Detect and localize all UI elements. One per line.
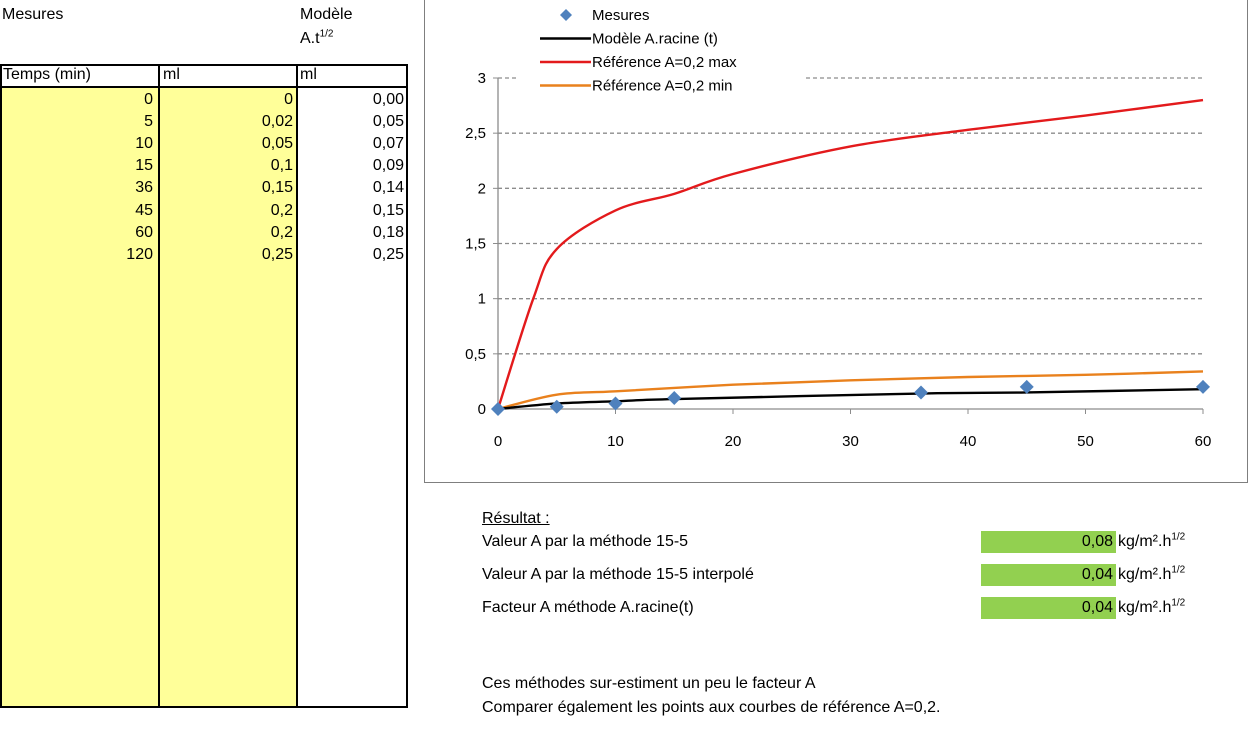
table-top-border bbox=[0, 64, 408, 66]
cell-ml[interactable]: 0,25 bbox=[261, 245, 293, 263]
cell-ml[interactable]: 0,15 bbox=[261, 179, 293, 197]
cell-modele: 0,00 bbox=[372, 91, 404, 108]
cell-modele: 0,15 bbox=[372, 201, 404, 219]
cell-modele: 0,07 bbox=[372, 135, 404, 153]
table-border bbox=[158, 65, 160, 708]
line-chart: 00,511,522,530 10 20 30 40 50 60MesuresModèle … bbox=[465, 1, 1212, 450]
mesures-title: Mesures bbox=[2, 6, 64, 23]
result-unit: kg/m².h1/2 bbox=[1118, 564, 1186, 583]
cell-ml[interactable]: 0 bbox=[284, 91, 293, 108]
measurement-table: Mesures Modèle A.t1/2 Temps (min) ml ml … bbox=[0, 0, 420, 735]
result-value-cell bbox=[981, 597, 1116, 619]
x-tick-label: 50 bbox=[1077, 433, 1094, 450]
data-point bbox=[1196, 379, 1210, 394]
note-overestimate: Ces méthodes sur-estiment un peu le fact… bbox=[482, 675, 816, 692]
cell-modele: 0,18 bbox=[372, 223, 404, 241]
legend-label: Référence A=0,2 max bbox=[592, 54, 737, 71]
header-temps: Temps (min) bbox=[3, 66, 92, 83]
legend-label: Mesures bbox=[592, 7, 650, 24]
table-bottom-border bbox=[0, 706, 408, 708]
cell-temps[interactable]: 0 bbox=[144, 91, 153, 108]
cell-modele: 0,14 bbox=[372, 179, 404, 197]
x-tick-label: 10 bbox=[607, 433, 624, 450]
data-point bbox=[549, 399, 564, 414]
cell-temps[interactable]: 15 bbox=[135, 157, 153, 175]
result-value-cell bbox=[981, 531, 1116, 553]
x-tick-label: 60 bbox=[1195, 433, 1212, 450]
cell-modele: 0,09 bbox=[372, 157, 404, 175]
legend-label: Modèle A.racine (t) bbox=[592, 31, 718, 48]
x-tick-label: 0 bbox=[494, 433, 502, 450]
cell-temps[interactable]: 5 bbox=[144, 113, 153, 131]
header-ml: ml bbox=[163, 66, 180, 83]
data-point bbox=[667, 390, 682, 405]
x-tick-label: 40 bbox=[960, 433, 977, 450]
y-tick-label: 3 bbox=[478, 70, 486, 87]
cell-ml[interactable]: 0,2 bbox=[270, 201, 293, 219]
cell-modele: 0,25 bbox=[372, 245, 404, 263]
result-value: 0,04 bbox=[1081, 566, 1113, 583]
result-unit: kg/m².h1/2 bbox=[1118, 531, 1186, 550]
result-label: Valeur A par la méthode 15-5 interpolé bbox=[482, 566, 754, 583]
series-line bbox=[496, 98, 1204, 410]
cell-ml[interactable]: 0,05 bbox=[261, 135, 293, 153]
header-modele-ml: ml bbox=[300, 66, 317, 83]
data-point bbox=[608, 396, 623, 411]
cell-temps[interactable]: 10 bbox=[135, 135, 153, 153]
table-border bbox=[0, 65, 2, 708]
x-tick-label: 30 bbox=[842, 433, 859, 450]
cell-ml[interactable]: 0,2 bbox=[270, 223, 293, 241]
data-point bbox=[491, 402, 505, 416]
modele-title: Modèle bbox=[300, 6, 353, 23]
result-label: Facteur A méthode A.racine(t) bbox=[482, 599, 694, 616]
result-unit: kg/m².h1/2 bbox=[1118, 597, 1186, 616]
series-line bbox=[497, 370, 1204, 411]
result-value: 0,08 bbox=[1081, 533, 1113, 550]
cell-temps[interactable]: 36 bbox=[135, 179, 153, 197]
cell-temps[interactable]: 45 bbox=[135, 201, 153, 219]
table-border bbox=[406, 65, 408, 708]
cell-ml[interactable]: 0,1 bbox=[270, 157, 293, 175]
result-label: Valeur A par la méthode 15-5 bbox=[482, 533, 689, 550]
y-tick-label: 1 bbox=[478, 291, 486, 308]
note-compare: Comparer également les points aux courbe… bbox=[482, 699, 941, 716]
result-value: 0,04 bbox=[1081, 599, 1113, 616]
result-value-cell bbox=[981, 564, 1116, 586]
y-tick-label: 2 bbox=[478, 180, 486, 197]
series-line bbox=[497, 387, 1204, 411]
data-point bbox=[914, 385, 928, 400]
cell-temps[interactable]: 60 bbox=[135, 223, 153, 241]
ml-input-column[interactable] bbox=[160, 87, 296, 707]
legend-marker bbox=[560, 9, 572, 21]
cell-modele: 0,05 bbox=[372, 113, 404, 131]
y-tick-label: 0,5 bbox=[465, 346, 486, 363]
modele-formula: A.t1/2 bbox=[300, 28, 334, 47]
legend-label: Référence A=0,2 min bbox=[592, 78, 733, 95]
data-point bbox=[1019, 379, 1034, 394]
results-title: Résultat : bbox=[482, 510, 550, 527]
y-tick-label: 0 bbox=[478, 401, 486, 418]
temps-input-column[interactable] bbox=[1, 87, 158, 707]
cell-ml[interactable]: 0,02 bbox=[261, 113, 293, 131]
x-tick-label: 20 bbox=[725, 433, 742, 450]
chart-area: 0 0,5 1 1,5 2 2,5 3 0 10 20 30 40 50 60 Mesures Modèle … bbox=[424, 0, 1248, 483]
table-border bbox=[296, 65, 298, 708]
cell-temps[interactable]: 120 bbox=[126, 245, 153, 263]
y-tick-label: 2,5 bbox=[465, 125, 486, 142]
y-tick-label: 1,5 bbox=[465, 236, 486, 253]
header-bottom-border bbox=[0, 86, 408, 88]
